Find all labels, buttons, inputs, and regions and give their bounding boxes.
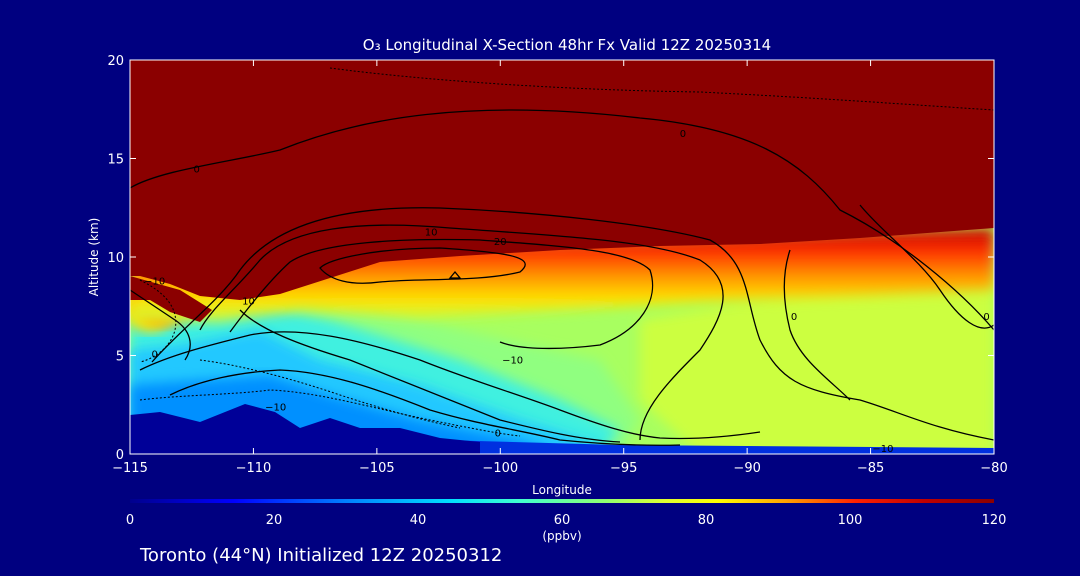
colorbar-tick-label: 40 [410, 513, 427, 528]
field-west-darkred-tongue [130, 276, 212, 322]
contour-lines [130, 109, 994, 446]
contour-line-3 [199, 224, 724, 441]
x-tick-label: −80 [980, 461, 1007, 476]
contour-label: −10 [872, 444, 893, 455]
contour-label: 0 [193, 164, 199, 175]
x-axis-label: Longitude [532, 483, 592, 497]
field-surface-blue [440, 440, 994, 454]
colorbar-tick-label: 0 [126, 513, 134, 528]
contour-label: 10 [425, 227, 438, 238]
y-tick-label: 0 [116, 448, 124, 463]
plot-area: 0 0 10 20 −10 10 0 −10 0 0 −10 0 −10 [130, 60, 994, 455]
contour-label: 0 [151, 350, 157, 361]
contour-label: 10 [242, 296, 255, 307]
x-tick-label: −90 [733, 461, 760, 476]
contour-label: 0 [495, 428, 501, 439]
chart-title: O₃ Longitudinal X-Section 48hr Fx Valid … [363, 36, 771, 54]
x-axis-ticks: −115 −110 −105 −100 −95 −90 −85 −80 [112, 60, 1008, 476]
contour-line-west-edge [130, 289, 191, 361]
contour-labels: 0 0 10 20 −10 10 0 −10 0 0 −10 0 −10 [144, 129, 990, 455]
contour-line-4 [229, 238, 654, 350]
contour-label: 0 [680, 129, 686, 140]
contour-line-lower-1 [139, 331, 761, 440]
colorbar-units: (ppbv) [542, 529, 581, 543]
contour-label: 0 [791, 312, 797, 323]
contour-line-far-east [859, 204, 994, 329]
field-tropopause-band [130, 228, 994, 322]
contour-line-lower-2 [169, 369, 681, 446]
colorbar-tick-label: 120 [982, 513, 1007, 528]
contour-dashed-lower-2 [199, 359, 461, 429]
field-stratosphere-darkred [130, 60, 994, 300]
contour-label: −10 [502, 355, 523, 366]
y-axis-label: Altitude (km) [87, 218, 101, 297]
colorbar [130, 499, 994, 503]
contour-label: −10 [265, 403, 286, 414]
contour-label: −10 [144, 277, 165, 288]
y-tick-label: 5 [116, 350, 124, 365]
y-tick-label: 15 [107, 153, 124, 168]
contour-dashed-upper [329, 67, 994, 111]
colorbar-tick-label: 80 [698, 513, 715, 528]
colorbar-tick-label: 100 [838, 513, 863, 528]
contour-line-outer [130, 109, 994, 331]
x-tick-label: −100 [482, 461, 518, 476]
y-tick-label: 10 [107, 251, 124, 266]
contour-line-lower-3 [239, 309, 621, 443]
x-tick-label: −105 [359, 461, 395, 476]
y-axis-ticks: 0 5 10 15 20 [107, 54, 994, 463]
x-tick-label: −85 [857, 461, 884, 476]
colorbar-tick-label: 20 [266, 513, 283, 528]
x-tick-label: −115 [112, 461, 148, 476]
x-tick-label: −95 [610, 461, 637, 476]
colorbar-tick-label: 60 [554, 513, 571, 528]
y-tick-label: 20 [107, 54, 124, 69]
contour-label: 20 [494, 237, 507, 248]
location-init-label: Toronto (44°N) Initialized 12Z 20250312 [139, 545, 502, 566]
contour-line-inner [319, 247, 526, 284]
field-terrain-lowozone [130, 404, 480, 454]
contour-line-small-loop [448, 270, 462, 279]
contour-line-2 [151, 207, 994, 441]
contour-label: 0 [983, 312, 989, 323]
contour-line-east [783, 249, 851, 401]
contour-lines-dashed [139, 67, 994, 437]
colorbar-ticks: 0 20 40 60 80 100 120 [126, 513, 1007, 528]
x-tick-label: −110 [236, 461, 272, 476]
